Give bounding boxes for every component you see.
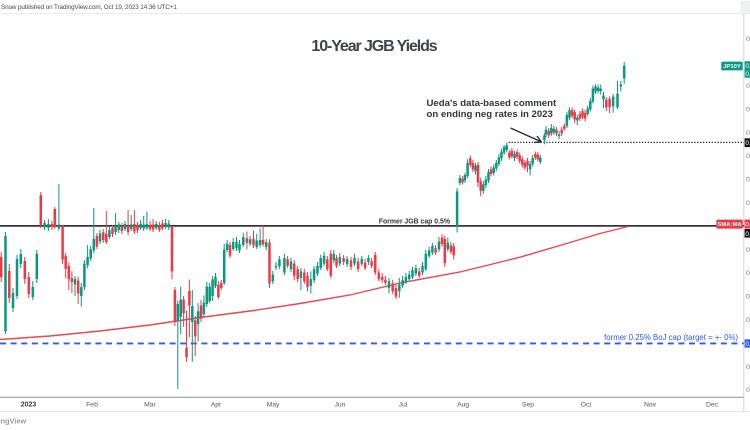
- svg-text:Feb: Feb: [86, 402, 98, 409]
- svg-text:Ueda's data-based comment: Ueda's data-based comment: [427, 98, 558, 109]
- svg-text:0.3: 0.3: [746, 317, 750, 324]
- svg-text:on ending neg rates in 2023: on ending neg rates in 2023: [427, 109, 553, 120]
- svg-text:0.84: 0.84: [745, 71, 750, 78]
- svg-text:0.9: 0.9: [746, 36, 750, 43]
- svg-text:0.15: 0.15: [746, 387, 750, 394]
- svg-text:JP10Y: JP10Y: [723, 64, 741, 70]
- svg-text:0.65: 0.65: [746, 153, 750, 160]
- svg-text:0.4: 0.4: [746, 270, 750, 277]
- svg-text:Apr: Apr: [211, 402, 222, 409]
- svg-text:Snow published on TradingView.: Snow published on TradingView.com, Oct 1…: [1, 4, 177, 11]
- svg-text:Sep: Sep: [522, 402, 534, 409]
- svg-text:0.67: 0.67: [745, 140, 750, 147]
- svg-text:Mar: Mar: [144, 402, 156, 409]
- svg-text:TradingView: TradingView: [0, 417, 26, 426]
- svg-text:0.7: 0.7: [746, 130, 750, 137]
- svg-text:former 0.25% BoJ cap (target =: former 0.25% BoJ cap (target = +- 0%): [604, 333, 738, 342]
- svg-text:SMA:MA: SMA:MA: [717, 222, 742, 228]
- svg-text:10-Year JGB Yields: 10-Year JGB Yields: [311, 38, 437, 55]
- svg-text:0.49: 0.49: [745, 231, 750, 238]
- svg-text:0.2: 0.2: [746, 364, 750, 371]
- svg-text:0.35: 0.35: [746, 294, 750, 301]
- svg-text:Aug: Aug: [457, 402, 469, 409]
- svg-text:Former JGB cap 0.5%: Former JGB cap 0.5%: [379, 218, 450, 225]
- svg-text:Oct: Oct: [581, 402, 592, 409]
- svg-text:0.25: 0.25: [745, 341, 750, 348]
- svg-text:Dec: Dec: [706, 402, 719, 409]
- svg-text:0.85: 0.85: [745, 63, 750, 70]
- svg-text:0.50: 0.50: [745, 221, 750, 228]
- svg-text:0.8: 0.8: [746, 83, 750, 90]
- svg-text:May: May: [267, 402, 280, 409]
- svg-text:Jul: Jul: [399, 402, 408, 409]
- svg-text:0.6: 0.6: [746, 177, 750, 184]
- svg-text:Jun: Jun: [335, 402, 346, 409]
- svg-text:0.55: 0.55: [746, 200, 750, 207]
- svg-text:Nov: Nov: [644, 402, 657, 409]
- svg-text:2023: 2023: [21, 402, 37, 409]
- svg-text:0.75: 0.75: [746, 106, 750, 113]
- svg-text:0.45: 0.45: [746, 247, 750, 254]
